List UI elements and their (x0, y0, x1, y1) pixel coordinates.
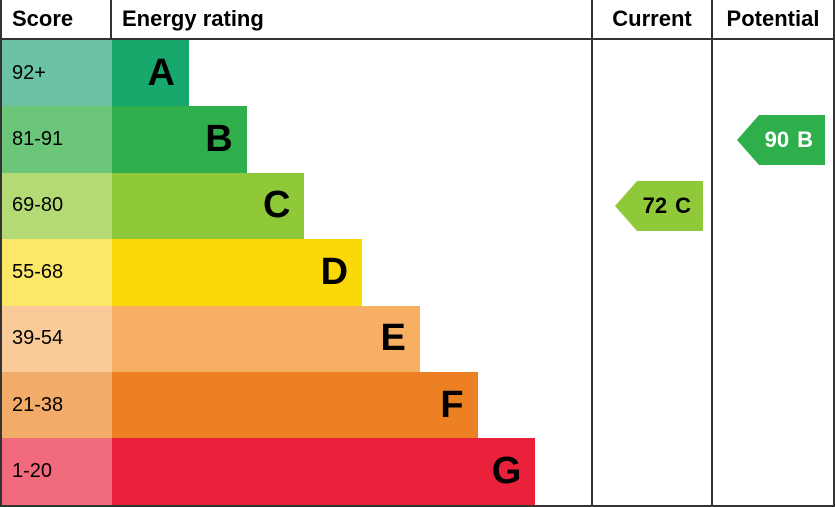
rating-bar-g: G (112, 438, 535, 504)
potential-tag: 90 B (737, 115, 825, 165)
bar-cell: E (112, 306, 833, 372)
header-row: Score Energy rating Current Potential (2, 0, 833, 40)
tag-body: 90 B (759, 115, 825, 165)
bar-cell: B (112, 106, 833, 172)
arrow-point-icon (615, 181, 637, 231)
score-label: 92+ (2, 40, 112, 106)
bar-cell: A (112, 40, 833, 106)
band-row-d: 55-68D (2, 239, 833, 305)
tag-letter: B (797, 127, 813, 153)
bar-cell: G (112, 438, 833, 504)
score-label: 21-38 (2, 372, 112, 438)
chart-body: 92+A81-91B69-80C55-68D39-54E21-38F1-20G … (2, 40, 833, 505)
bar-cell: D (112, 239, 833, 305)
tag-value: 72 (643, 193, 667, 219)
score-label: 69-80 (2, 173, 112, 239)
score-label: 1-20 (2, 438, 112, 504)
score-label: 39-54 (2, 306, 112, 372)
band-row-f: 21-38F (2, 372, 833, 438)
band-row-g: 1-20G (2, 438, 833, 504)
tag-letter: C (675, 193, 691, 219)
band-row-e: 39-54E (2, 306, 833, 372)
current-tag: 72 C (615, 181, 703, 231)
rating-bar-e: E (112, 306, 420, 372)
rating-bar-c: C (112, 173, 304, 239)
bar-cell: C (112, 173, 833, 239)
bar-cell: F (112, 372, 833, 438)
header-rating: Energy rating (112, 0, 593, 38)
header-score: Score (2, 0, 112, 38)
band-row-a: 92+A (2, 40, 833, 106)
rating-bar-d: D (112, 239, 362, 305)
band-row-b: 81-91B (2, 106, 833, 172)
score-label: 55-68 (2, 239, 112, 305)
rating-bar-a: A (112, 40, 189, 106)
header-current: Current (593, 0, 713, 38)
rating-bar-f: F (112, 372, 478, 438)
header-potential: Potential (713, 0, 833, 38)
energy-rating-chart: Score Energy rating Current Potential 92… (0, 0, 835, 507)
band-row-c: 69-80C (2, 173, 833, 239)
rating-bar-b: B (112, 106, 247, 172)
tag-body: 72 C (637, 181, 703, 231)
tag-value: 90 (765, 127, 789, 153)
score-label: 81-91 (2, 106, 112, 172)
arrow-point-icon (737, 115, 759, 165)
